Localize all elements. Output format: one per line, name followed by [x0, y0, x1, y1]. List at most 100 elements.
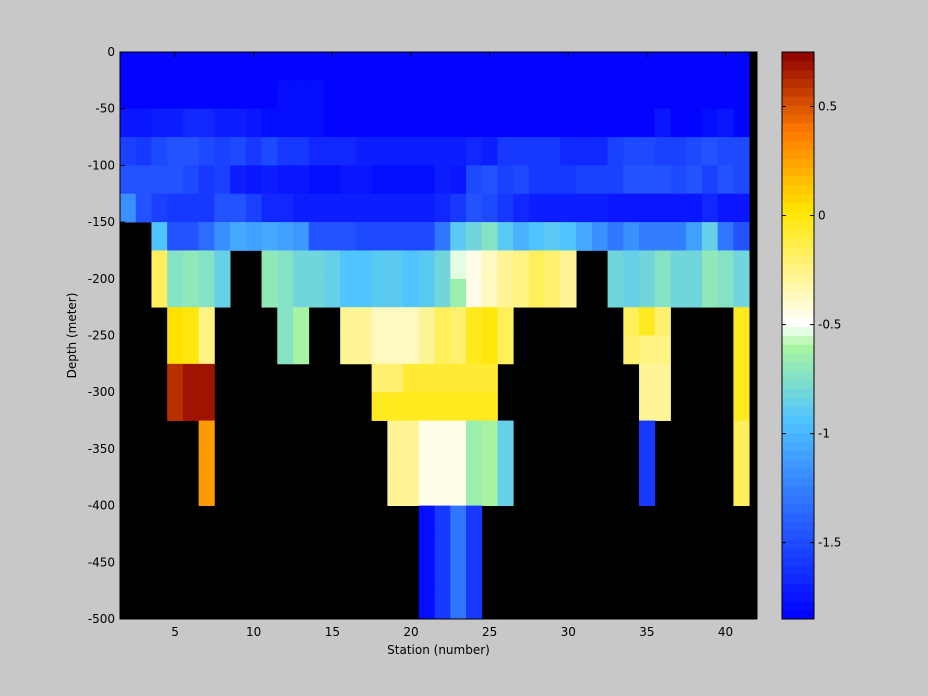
heatmap-cell — [466, 477, 483, 506]
heatmap-cell — [198, 392, 215, 421]
heatmap-cell — [560, 80, 577, 110]
heatmap-cell — [544, 222, 561, 251]
heatmap-cell — [450, 278, 467, 308]
heatmap-cell — [371, 392, 388, 421]
heatmap-cell — [434, 52, 451, 81]
colorbar-band — [782, 255, 814, 266]
heatmap-cell — [387, 278, 404, 308]
heatmap-cell — [387, 250, 404, 280]
heatmap-cell — [245, 137, 262, 166]
heatmap-cell — [230, 222, 247, 251]
y-axis-ticks: 0 -50 -100 -150 -200 -250 -300 -350 -400 -450 -500 — [88, 45, 757, 626]
heatmap-cell — [230, 108, 247, 138]
heatmap-cell — [214, 108, 231, 138]
heatmap-cell — [528, 222, 546, 251]
heatmap-cell — [198, 222, 215, 251]
heatmap-cell — [591, 52, 608, 81]
heatmap-cell — [371, 80, 388, 110]
heatmap-cell — [733, 222, 750, 251]
heatmap-cell — [198, 448, 215, 478]
colorbar-band — [782, 556, 814, 567]
heatmap-cell — [182, 52, 200, 81]
heatmap-cell — [686, 80, 703, 110]
heatmap-cell — [466, 562, 483, 592]
colorbar-band — [782, 220, 814, 230]
heatmap-cell — [418, 108, 435, 138]
heatmap-cell — [450, 108, 467, 138]
heatmap-cell — [182, 335, 200, 365]
heatmap-cell — [230, 80, 247, 110]
heatmap-cell — [513, 250, 530, 280]
heatmap-cell — [371, 165, 388, 195]
heatmap-cell — [120, 80, 137, 110]
colorbar-band — [782, 52, 814, 62]
heatmap-cell — [544, 137, 561, 166]
colorbar-band — [782, 521, 814, 531]
heatmap-cell — [151, 278, 168, 308]
colorbar-band — [782, 238, 814, 248]
heatmap-cell — [654, 335, 671, 365]
colorbar-tick-label: -1.5 — [818, 536, 841, 550]
heatmap-cell — [371, 250, 388, 280]
colorbar-band — [782, 574, 814, 584]
heatmap-cell — [701, 222, 719, 251]
heatmap-cell — [434, 80, 451, 110]
heatmap-cell — [182, 250, 200, 280]
heatmap-cell — [167, 335, 184, 365]
heatmap-cell — [293, 108, 310, 138]
heatmap-cell — [623, 278, 640, 308]
heatmap-cell — [198, 278, 215, 308]
heatmap-cell — [418, 137, 435, 166]
heatmap-cell — [466, 52, 483, 81]
heatmap-cell — [717, 278, 734, 308]
colorbar-band — [782, 610, 814, 620]
heatmap-cell — [230, 165, 247, 195]
heatmap-cell — [639, 222, 656, 251]
heatmap-cell — [167, 250, 184, 280]
heatmap-cell — [340, 335, 357, 365]
heatmap-cell — [293, 137, 310, 166]
heatmap-cell — [387, 193, 404, 223]
heatmap-cell — [418, 505, 435, 535]
heatmap-cell — [733, 80, 750, 110]
heatmap-cell — [418, 448, 435, 478]
heatmap-cell — [214, 52, 231, 81]
heatmap-cell — [466, 250, 483, 280]
heatmap-cell — [450, 420, 467, 450]
heatmap-cell — [355, 250, 373, 280]
heatmap-cell — [686, 250, 703, 280]
heatmap-cell — [670, 52, 687, 81]
heatmap-cell — [717, 250, 734, 280]
heatmap-cell — [450, 590, 467, 620]
heatmap-cell — [607, 193, 624, 223]
heatmap-cell — [450, 448, 467, 478]
colorbar-band — [782, 96, 814, 106]
heatmap-cell — [560, 108, 577, 138]
y-tick-label: -250 — [88, 329, 115, 343]
heatmap-cell — [576, 80, 593, 110]
heatmap-cell — [701, 278, 719, 308]
heatmap-cell — [387, 420, 404, 450]
colorbar-tick-label: 0 — [818, 209, 826, 223]
heatmap-cell — [481, 363, 498, 393]
heatmap-cell — [198, 52, 215, 81]
heatmap-cell — [214, 193, 231, 223]
x-tick-label: 10 — [246, 625, 261, 639]
heatmap-cell — [277, 52, 294, 81]
heatmap-cell — [717, 222, 734, 251]
y-tick-label: -50 — [95, 102, 115, 116]
heatmap-cell — [497, 52, 514, 81]
heatmap-cell — [434, 307, 451, 336]
heatmap-cell — [466, 420, 483, 450]
heatmap-cell — [623, 80, 640, 110]
heatmap-cell — [466, 80, 483, 110]
heatmap-cell — [387, 108, 404, 138]
colorbar-band — [782, 406, 814, 416]
heatmap-cell — [481, 307, 498, 336]
colorbar-band — [782, 548, 814, 558]
heatmap-cell — [308, 193, 325, 223]
heatmap-cell — [403, 108, 420, 138]
heatmap-cell — [340, 137, 357, 166]
heatmap-cell — [277, 307, 294, 336]
